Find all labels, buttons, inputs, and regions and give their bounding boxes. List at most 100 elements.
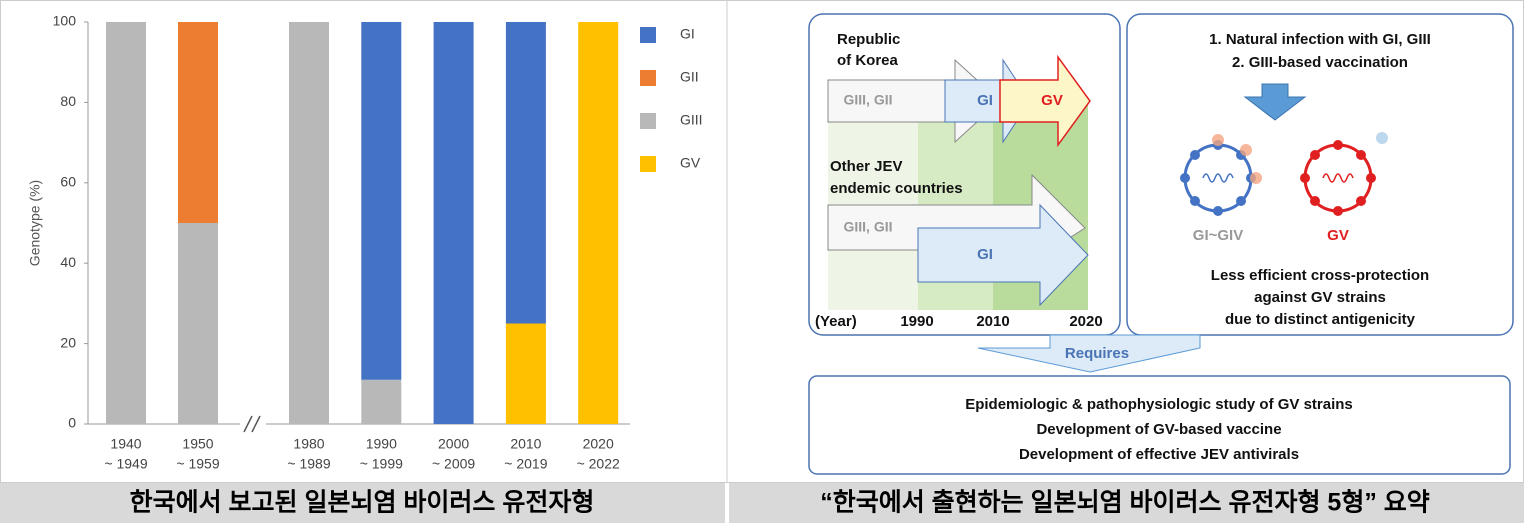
virus-protein: [1300, 173, 1310, 183]
row-label: Republic: [837, 31, 900, 48]
x-tick-label: 1940: [110, 436, 141, 452]
bar-segment: [178, 223, 218, 424]
virus-genome: [1322, 173, 1354, 183]
arrow-label: GIII, GII: [843, 219, 892, 235]
antibody: [1212, 134, 1224, 146]
box: [1126, 13, 1514, 336]
requires-arrow: [977, 334, 1201, 373]
need: Development of GV-based vaccine: [1036, 421, 1281, 438]
x-tick-label: ~ 2022: [577, 456, 620, 472]
immunity-box: 1. Natural infection with GI, GIII 2. GI…: [1126, 13, 1514, 336]
strain-label: GV: [1327, 227, 1349, 244]
need: Epidemiologic & pathophysiologic study o…: [965, 396, 1353, 413]
need: Development of effective JEV antivirals: [1019, 446, 1299, 463]
x-tick-label: ~ 1959: [176, 456, 219, 472]
row-label: of Korea: [837, 52, 899, 69]
timeline-box: Republic of Korea GIII, GII GI GV Other …: [808, 13, 1121, 336]
antibody: [1250, 172, 1262, 184]
connector-label: Requires: [1065, 345, 1129, 362]
x-tick-label: ~ 1999: [360, 456, 403, 472]
legend-label: GII: [680, 69, 699, 85]
virus-protein: [1236, 196, 1246, 206]
axis-break: [243, 415, 253, 433]
virus-protein: [1190, 150, 1200, 160]
x-tick-label: 1950: [182, 436, 213, 452]
arrow-label: GV: [1041, 92, 1063, 109]
cause: 2. GIII-based vaccination: [1232, 54, 1408, 71]
conclusion: Less efficient cross-protection: [1211, 267, 1429, 284]
x-tick-label: ~ 1949: [104, 456, 147, 472]
x-tick-label: 2010: [510, 436, 541, 452]
y-tick-label: 40: [60, 254, 76, 270]
arrow-label: GI: [977, 246, 993, 263]
arrow-label: GI: [977, 92, 993, 109]
virus-protein: [1356, 196, 1366, 206]
legend-label: GV: [680, 155, 701, 171]
axis-break-gap: [240, 418, 266, 430]
virus-genome: [1202, 173, 1234, 183]
bar-segment: [289, 22, 329, 424]
arrow-red: [999, 54, 1091, 148]
bar-segment: [505, 22, 546, 324]
y-tick-label: 100: [53, 13, 77, 29]
conclusion: due to distinct antigenicity: [1225, 311, 1416, 328]
bar-segment: [361, 379, 402, 424]
virus-protein: [1213, 206, 1223, 216]
year: 1990: [900, 313, 933, 330]
bar-segment: [361, 22, 402, 380]
needs-box: [808, 375, 1511, 475]
virus-protein: [1366, 173, 1376, 183]
virus-blue: [1180, 134, 1262, 216]
bar-segment: [178, 22, 218, 223]
virus-protein: [1333, 140, 1343, 150]
legend-label: GIII: [680, 112, 703, 128]
row-label: endemic countries: [830, 180, 963, 197]
y-tick-label: 0: [68, 415, 76, 431]
virus-protein: [1310, 150, 1320, 160]
virus-protein: [1190, 196, 1200, 206]
axis-break: [251, 415, 261, 433]
legend-swatch: [640, 70, 656, 86]
virus-red: [1300, 132, 1388, 216]
year: 2010: [976, 313, 1009, 330]
down-arrow: [1243, 83, 1307, 121]
virus-protein: [1180, 173, 1190, 183]
y-tick-label: 20: [60, 334, 76, 350]
x-tick-label: ~ 2019: [504, 456, 547, 472]
row-label: Other JEV: [830, 158, 903, 175]
x-tick-label: ~ 2009: [432, 456, 475, 472]
caption: 한국에서 보고된 일본뇌염 바이러스 유전자형: [130, 489, 595, 517]
x-tick-label: 2000: [438, 436, 469, 452]
y-axis-label: Genotype (%): [27, 180, 43, 266]
x-tick-label: ~ 1989: [287, 456, 330, 472]
virus-protein: [1333, 206, 1343, 216]
caption: “한국에서 출현하는 일본뇌염 바이러스 유전자형 5형” 요약: [820, 489, 1430, 517]
legend-swatch: [640, 27, 656, 43]
strain-label: GI~GIV: [1193, 227, 1243, 244]
arrow-blue: [917, 203, 1089, 307]
y-tick-label: 80: [60, 93, 76, 109]
conclusion: against GV strains: [1254, 289, 1386, 306]
caption-bar: [0, 483, 1524, 523]
antibody: [1240, 144, 1252, 156]
legend-label: GI: [680, 26, 695, 42]
legend-swatch: [640, 156, 656, 172]
x-tick-label: 2020: [583, 436, 614, 452]
x-tick-label: 1980: [293, 436, 324, 452]
y-tick-label: 60: [60, 174, 76, 190]
virus-protein: [1310, 196, 1320, 206]
chart: Genotype (%) 0 20 40 60 80 100 1940 ~ 1949 1950 ~…: [27, 13, 703, 472]
legend-swatch: [640, 113, 656, 129]
cause: 1. Natural infection with GI, GIII: [1209, 31, 1431, 48]
axis-label: (Year): [815, 313, 857, 330]
bar-segment: [106, 22, 146, 424]
virus-protein: [1356, 150, 1366, 160]
antibody: [1376, 132, 1388, 144]
x-tick-label: 1990: [366, 436, 397, 452]
bar-segment: [505, 323, 546, 424]
bar-segment: [578, 22, 619, 424]
arrow-label: GIII, GII: [843, 92, 892, 108]
bar-segment: [433, 22, 474, 424]
year: 2020: [1069, 313, 1102, 330]
